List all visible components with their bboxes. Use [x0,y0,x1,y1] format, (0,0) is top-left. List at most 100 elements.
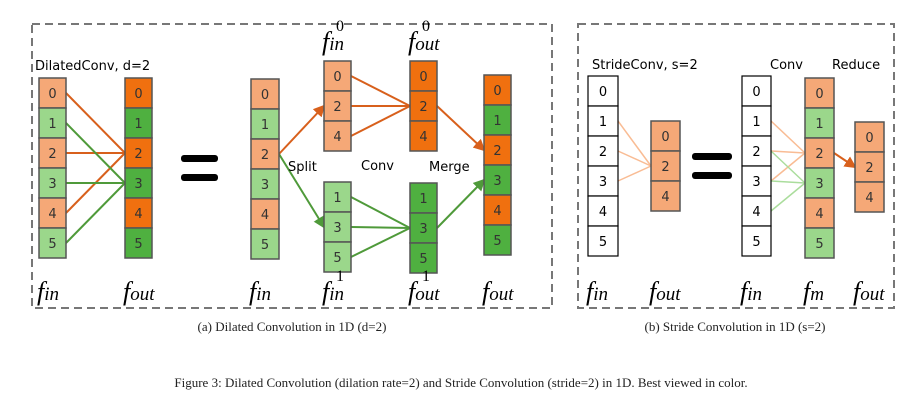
equals-sign-b-top [692,153,732,160]
math-label-a-fin2: fin [249,277,271,306]
feature-cell [323,90,352,122]
feature-cell [409,242,438,274]
cell-index: 3 [333,221,341,236]
connection-line [770,150,806,154]
math-label-b-fin: fin [586,277,608,306]
feature-cell [741,225,772,257]
split-arrow [278,104,326,155]
cell-index: 1 [333,191,341,206]
feature-cell [38,77,67,109]
merge-label: Merge [429,160,470,175]
feature-cell [483,104,512,136]
cell-index: 0 [661,130,669,145]
feature-cell [323,181,352,213]
feature-cell [250,228,280,260]
cell-index: 0 [865,131,873,146]
cell-index: 1 [419,192,427,207]
cell-index: 0 [815,87,823,102]
panel-a-caption: (a) Dilated Convolution in 1D (d=2) [197,319,387,334]
cell-index: 4 [48,207,56,222]
feature-cell [650,180,681,212]
column-a-fout1: 1 3 5 [409,182,438,274]
feature-cell [409,120,438,152]
connection-line [770,182,806,212]
connection-line [350,226,411,229]
cell-index: 4 [599,205,607,220]
connection-line [65,92,126,154]
cell-index: 1 [493,114,501,129]
feature-cell [38,227,67,259]
connection-line [770,120,806,154]
feature-cell [250,168,280,200]
cell-index: 1 [48,117,56,132]
cell-index: 1 [599,115,607,130]
figure-caption: Figure 3: Dilated Convolution (dilation … [174,375,748,390]
column-a-fin0: 0 2 4 [323,60,352,152]
cell-index: 5 [261,238,269,253]
split-label: Split [288,160,317,175]
math-label-b-fout2: fout [853,277,885,306]
cell-index: 0 [134,87,142,102]
equals-sign-b-bottom [692,172,732,179]
cell-index: 4 [493,204,501,219]
column-a-fin: 0 1 2 3 4 5 [38,77,67,259]
feature-cell [741,165,772,197]
connection-line [65,182,126,244]
cell-index: 3 [599,175,607,190]
panel-b-caption: (b) Stride Convolution in 1D (s=2) [644,319,826,334]
feature-cell [854,181,885,213]
connection-line [350,227,411,258]
cell-index: 2 [865,161,873,176]
feature-cell [804,167,835,199]
equals-sign-a-bottom [181,174,218,181]
math-label-a-fin0: fin [322,27,344,56]
feature-cell [250,78,280,110]
feature-cell [124,227,153,259]
cell-index: 1 [134,117,142,132]
cell-index: 1 [815,117,823,132]
conv-label-b: Conv [770,58,803,73]
cell-index: 5 [333,251,341,266]
column-a-fout2: 0 1 2 3 4 5 [483,74,512,256]
cell-index: 2 [48,147,56,162]
cell-index: 0 [333,70,341,85]
cell-index: 0 [48,87,56,102]
split-arrow [278,153,326,229]
feature-cell [483,164,512,196]
cell-index: 4 [752,205,760,220]
feature-cell [650,150,681,182]
feature-cell [741,135,772,167]
panel-a-border [31,23,553,309]
merge-arrow [436,105,486,152]
cell-index: 2 [419,100,427,115]
cell-index: 4 [261,208,269,223]
cell-index: 2 [599,145,607,160]
feature-cell [804,107,835,139]
math-label-a-fout: fout [123,277,155,306]
feature-cell [38,137,67,169]
cell-index: 1 [261,118,269,133]
math-label-a-fout1: fout [408,277,440,306]
cell-index: 3 [419,222,427,237]
cell-index: 4 [865,191,873,206]
cell-index: 4 [815,207,823,222]
math-label-a-fout2: fout [482,277,514,306]
cell-index: 5 [815,237,823,252]
math-label-b-fout: fout [649,277,681,306]
feature-cell [409,60,438,92]
column-a-fin2: 0 1 2 3 4 5 [250,78,280,260]
column-a-fout: 0 1 2 3 4 5 [124,77,153,259]
feature-cell [250,138,280,170]
feature-cell [587,225,619,257]
column-b-fin2: 0 1 2 3 4 5 [741,75,772,257]
connection-line [770,180,806,184]
feature-cell [409,182,438,214]
connection-line [617,165,652,182]
cell-index: 5 [419,252,427,267]
math-label-b-fin2: fin [740,277,762,306]
cell-index: 3 [134,177,142,192]
panel-b-border [577,23,895,309]
connection-line [617,120,652,167]
math-superscript: 0 [336,18,344,35]
